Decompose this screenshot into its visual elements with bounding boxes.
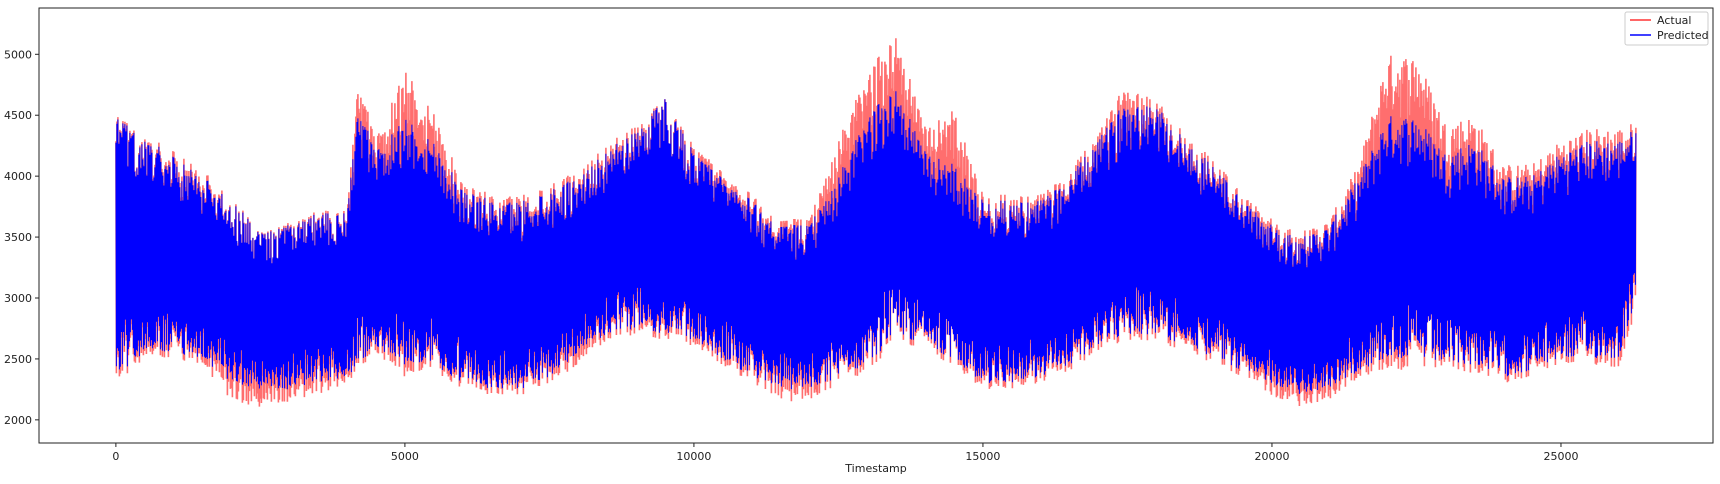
x-axis: 0 5000 10000 15000 20000 25000 [112,443,1578,463]
legend-actual-label: Actual [1657,14,1691,27]
series-predicted-line [115,91,1637,394]
y-tick-label: 2000 [4,414,32,427]
y-tick-label: 3000 [4,292,32,305]
x-tick-label: 5000 [391,450,419,463]
legend: Actual Predicted [1624,11,1709,46]
x-tick-label: 20000 [1254,450,1289,463]
legend-predicted-label: Predicted [1657,29,1709,42]
y-axis: 2000 2500 3000 3500 4000 4500 5000 [4,48,39,427]
x-tick-label: 25000 [1543,450,1578,463]
axes-frame [38,7,1714,444]
y-tick-label: 3500 [4,231,32,244]
x-axis-label: Timestamp [844,462,906,475]
y-tick-label: 2500 [4,353,32,366]
y-tick-label: 5000 [4,48,32,61]
y-tick-label: 4000 [4,170,32,183]
plot-area [115,38,1637,407]
x-tick-label: 15000 [965,450,1000,463]
x-tick-label: 0 [112,450,119,463]
y-tick-label: 4500 [4,109,32,122]
x-tick-label: 10000 [676,450,711,463]
